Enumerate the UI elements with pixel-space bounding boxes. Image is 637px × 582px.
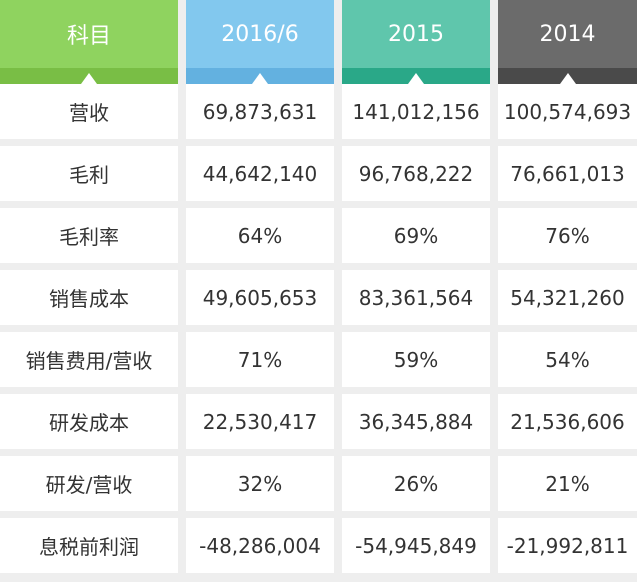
header-subject: 科目 bbox=[0, 0, 178, 84]
table-cell: 141,012,156 bbox=[342, 84, 490, 139]
table-cell: 26% bbox=[342, 456, 490, 511]
table-cell: 83,361,564 bbox=[342, 270, 490, 325]
row-label: 销售费用/营收 bbox=[0, 332, 178, 387]
table-cell: 54% bbox=[498, 332, 637, 387]
header-notch bbox=[559, 73, 576, 84]
table-cell: 44,642,140 bbox=[186, 146, 334, 201]
row-label: 息税前利润 bbox=[0, 518, 178, 573]
row-label: 销售成本 bbox=[0, 270, 178, 325]
header-notch bbox=[81, 73, 97, 84]
table-cell: -48,286,004 bbox=[186, 518, 334, 573]
table-cell: 32% bbox=[186, 456, 334, 511]
header-subject-label: 科目 bbox=[66, 24, 111, 49]
table-cell: 21,536,606 bbox=[498, 394, 637, 449]
table-cell: 59% bbox=[342, 332, 490, 387]
row-label: 营收 bbox=[0, 84, 178, 139]
column-2016-6: 2016/6 69,873,631 44,642,140 64% 49,605,… bbox=[186, 0, 334, 573]
column-subject: 科目 营收 毛利 毛利率 销售成本 销售费用/营收 研发成本 研发/营收 息税前… bbox=[0, 0, 178, 573]
header-notch bbox=[408, 73, 424, 84]
row-label: 研发成本 bbox=[0, 394, 178, 449]
header-year-2016-6: 2016/6 bbox=[186, 0, 334, 84]
table-cell: -21,992,811 bbox=[498, 518, 637, 573]
table-cell: 69,873,631 bbox=[186, 84, 334, 139]
header-year-2015: 2015 bbox=[342, 0, 490, 84]
header-year-2014: 2014 bbox=[498, 0, 637, 84]
row-label: 毛利 bbox=[0, 146, 178, 201]
row-label: 研发/营收 bbox=[0, 456, 178, 511]
table-cell: 36,345,884 bbox=[342, 394, 490, 449]
header-year-label: 2016/6 bbox=[221, 21, 299, 47]
table-cell: 49,605,653 bbox=[186, 270, 334, 325]
table-cell: 76% bbox=[498, 208, 637, 263]
row-label: 毛利率 bbox=[0, 208, 178, 263]
table-cell: 96,768,222 bbox=[342, 146, 490, 201]
header-year-label: 2015 bbox=[388, 21, 444, 47]
table-cell: 21% bbox=[498, 456, 637, 511]
table-cell: 76,661,013 bbox=[498, 146, 637, 201]
column-2014: 2014 100,574,693 76,661,013 76% 54,321,2… bbox=[498, 0, 637, 573]
table-cell: 71% bbox=[186, 332, 334, 387]
header-notch bbox=[252, 73, 268, 84]
header-year-label: 2014 bbox=[539, 21, 596, 47]
table-cell: -54,945,849 bbox=[342, 518, 490, 573]
table-cell: 64% bbox=[186, 208, 334, 263]
table-cell: 22,530,417 bbox=[186, 394, 334, 449]
table-cell: 69% bbox=[342, 208, 490, 263]
table-cell: 100,574,693 bbox=[498, 84, 637, 139]
table-cell: 54,321,260 bbox=[498, 270, 637, 325]
column-2015: 2015 141,012,156 96,768,222 69% 83,361,5… bbox=[342, 0, 490, 573]
